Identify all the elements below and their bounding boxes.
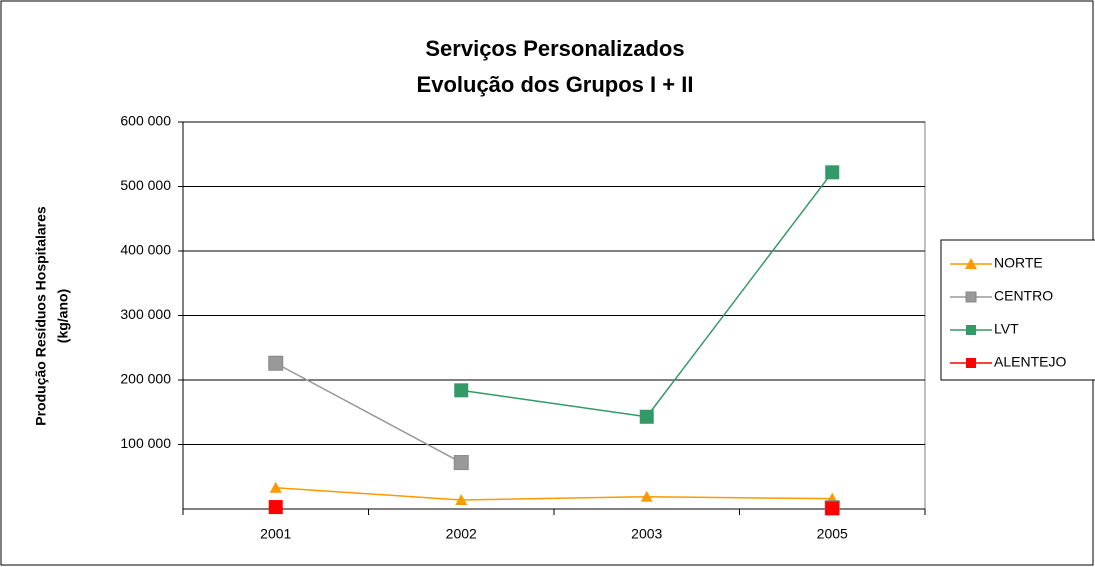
legend-label: LVT <box>994 321 1019 337</box>
series-line <box>275 486 833 501</box>
y-tick-label: 300 000 <box>120 306 171 322</box>
y-axis-label: (kg/ano) <box>55 289 71 343</box>
x-tick-label: 2001 <box>260 526 291 542</box>
data-point <box>268 355 284 371</box>
legend-label: ALENTEJO <box>994 354 1066 370</box>
legend-marker <box>966 358 976 368</box>
legend-label: CENTRO <box>994 288 1053 304</box>
data-point <box>639 409 654 424</box>
data-point <box>640 490 653 502</box>
legend-marker <box>965 258 977 269</box>
data-point <box>269 481 282 493</box>
data-point <box>825 165 840 180</box>
x-tick-label: 2002 <box>446 526 477 542</box>
y-tick-label: 500 000 <box>120 177 171 193</box>
legend-marker <box>966 325 976 335</box>
legend-marker <box>965 291 977 303</box>
chart-subtitle: Evolução dos Grupos I + II <box>417 72 694 97</box>
data-point <box>455 493 468 505</box>
legend-label: NORTE <box>994 255 1043 271</box>
data-point <box>453 455 469 471</box>
y-tick-label: 600 000 <box>120 113 171 129</box>
x-tick-label: 2005 <box>817 526 848 542</box>
data-point <box>268 500 283 515</box>
data-point <box>825 501 840 516</box>
x-tick-label: 2003 <box>631 526 662 542</box>
y-axis-label: Produção Resíduos Hospitalares <box>33 206 49 426</box>
chart-title: Serviços Personalizados <box>425 36 684 61</box>
y-tick-label: 100 000 <box>120 435 171 451</box>
data-point <box>454 383 469 398</box>
y-tick-label: 400 000 <box>120 242 171 258</box>
y-tick-label: 200 000 <box>120 371 171 387</box>
